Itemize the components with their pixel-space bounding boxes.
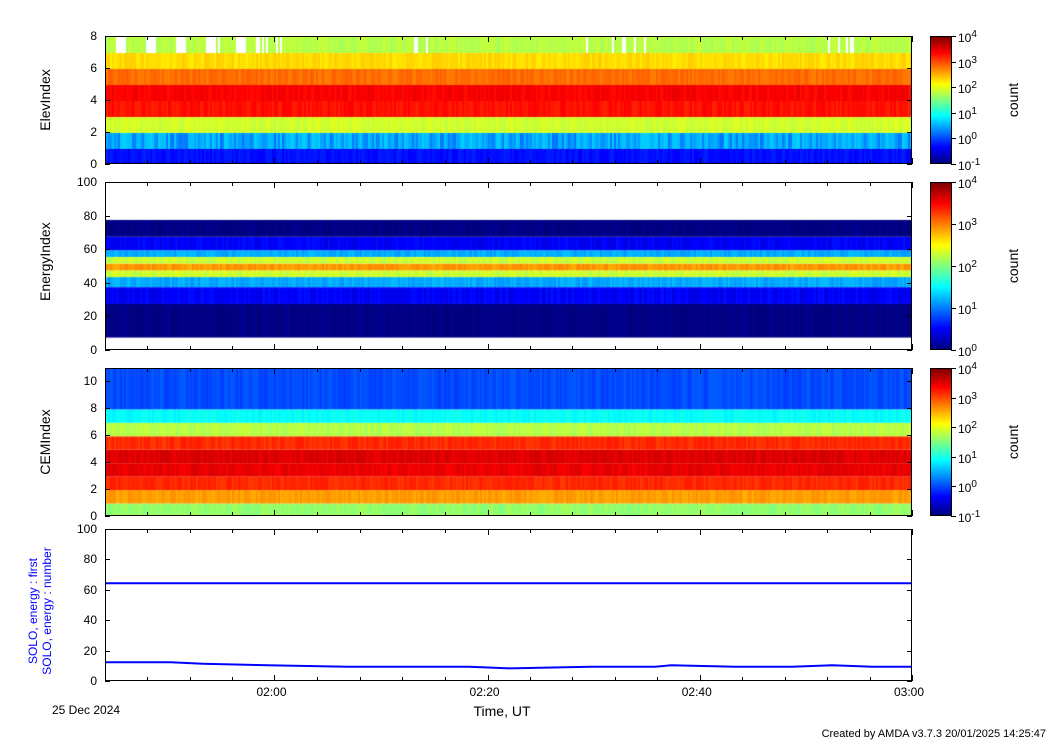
colorbar-tick: 10-1 (958, 157, 980, 173)
colorbar-tick: 101 (958, 450, 977, 466)
ytick-label: 100 (77, 175, 97, 189)
ylabel: EnergyIndex (37, 231, 53, 301)
ytick-label: 60 (84, 242, 97, 256)
ytick-label: 2 (90, 125, 97, 139)
colorbar-tick: 100 (958, 131, 977, 147)
ytick-label: 8 (90, 29, 97, 43)
colorbar (930, 368, 952, 516)
ytick-label: 8 (90, 401, 97, 415)
ytick-label: 10 (84, 374, 97, 388)
colorbar-tick: 102 (958, 420, 977, 436)
colorbar-tick: 104 (958, 361, 977, 377)
xtick-label: 02:20 (470, 685, 500, 699)
colorbar (930, 36, 952, 164)
ytick-label: 0 (90, 509, 97, 523)
ytick-label: 4 (90, 93, 97, 107)
colorbar-tick: 101 (958, 301, 977, 317)
xtick-label: 02:40 (682, 685, 712, 699)
ytick-label: 100 (77, 522, 97, 536)
ytick-label: 40 (84, 613, 97, 627)
spectrogram-canvas (106, 183, 912, 350)
xtick-label: 03:00 (894, 685, 924, 699)
ytick-label: 80 (84, 209, 97, 223)
ytick-label: 4 (90, 455, 97, 469)
xlabel: Time, UT (474, 703, 531, 719)
plot-line (105, 529, 912, 681)
colorbar-label: count (1005, 83, 1021, 117)
ytick-label: 0 (90, 157, 97, 171)
ytick-label: 0 (90, 343, 97, 357)
ytick-label: 60 (84, 583, 97, 597)
colorbar-tick: 103 (958, 217, 977, 233)
colorbar-tick: 104 (958, 175, 977, 191)
lineplot-svg (106, 530, 912, 681)
xtick-label: 02:00 (256, 685, 286, 699)
ytick-label: 20 (84, 644, 97, 658)
ytick-label: 2 (90, 482, 97, 496)
colorbar (930, 182, 952, 350)
colorbar-tick: 101 (958, 106, 977, 122)
series-number (106, 662, 912, 668)
plot-cem (105, 368, 912, 516)
colorbar-tick: 103 (958, 55, 977, 71)
colorbar-tick: 102 (958, 80, 977, 96)
colorbar-label: count (1005, 249, 1021, 283)
footer-created: Created by AMDA v3.7.3 20/01/2025 14:25:… (822, 728, 1046, 740)
spectrogram-canvas (106, 37, 912, 164)
colorbar-label: count (1005, 425, 1021, 459)
ylabel-lineplot: SOLO, energy : firstSOLO, energy : numbe… (26, 531, 54, 691)
spectrogram-canvas (106, 369, 912, 516)
ylabel: ElevIndex (37, 65, 53, 135)
ytick-label: 80 (84, 552, 97, 566)
ytick-label: 6 (90, 428, 97, 442)
colorbar-tick: 104 (958, 29, 977, 45)
plot-elev (105, 36, 912, 164)
footer-date: 25 Dec 2024 (52, 703, 120, 717)
colorbar-tick: 103 (958, 391, 977, 407)
colorbar-tick: 10-1 (958, 509, 980, 525)
colorbar-tick: 100 (958, 479, 977, 495)
ylabel: CEMIndex (37, 407, 53, 477)
colorbar-tick: 100 (958, 343, 977, 359)
ytick-label: 40 (84, 276, 97, 290)
ytick-label: 0 (90, 674, 97, 688)
colorbar-tick: 102 (958, 259, 977, 275)
plot-energy (105, 182, 912, 350)
ytick-label: 6 (90, 61, 97, 75)
ytick-label: 20 (84, 309, 97, 323)
